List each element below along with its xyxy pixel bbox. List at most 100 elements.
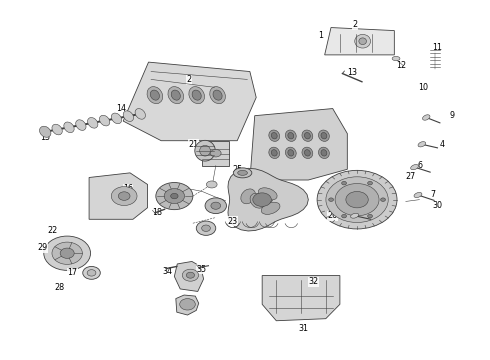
Text: 28: 28 <box>55 283 65 292</box>
Ellipse shape <box>288 150 294 156</box>
Ellipse shape <box>269 130 280 141</box>
Text: 24: 24 <box>208 204 219 213</box>
Circle shape <box>346 192 368 208</box>
Text: 19: 19 <box>198 225 209 234</box>
Ellipse shape <box>359 38 367 45</box>
Ellipse shape <box>261 202 280 215</box>
Circle shape <box>52 242 82 264</box>
Text: 11: 11 <box>433 43 442 52</box>
Ellipse shape <box>213 90 222 100</box>
Text: 30: 30 <box>433 201 442 210</box>
Ellipse shape <box>392 57 400 61</box>
Text: 23: 23 <box>228 217 238 226</box>
Polygon shape <box>123 62 256 141</box>
Ellipse shape <box>304 132 310 139</box>
Circle shape <box>317 170 397 229</box>
Ellipse shape <box>418 141 426 147</box>
Text: 31: 31 <box>298 324 309 333</box>
Ellipse shape <box>150 90 159 100</box>
Text: 4: 4 <box>440 140 445 149</box>
Ellipse shape <box>171 90 180 100</box>
Text: 27: 27 <box>406 172 416 181</box>
Ellipse shape <box>135 109 146 119</box>
Circle shape <box>326 177 388 222</box>
Circle shape <box>196 221 216 235</box>
Ellipse shape <box>210 87 225 104</box>
Ellipse shape <box>200 145 210 156</box>
Ellipse shape <box>241 189 255 204</box>
Ellipse shape <box>195 140 215 161</box>
Circle shape <box>118 192 130 201</box>
Circle shape <box>111 186 137 206</box>
Ellipse shape <box>123 111 134 121</box>
Circle shape <box>87 270 96 276</box>
Ellipse shape <box>422 115 430 120</box>
Text: 14: 14 <box>116 104 126 113</box>
Text: 33: 33 <box>181 299 192 308</box>
Circle shape <box>164 189 185 203</box>
Ellipse shape <box>233 168 252 178</box>
Ellipse shape <box>411 165 418 170</box>
Text: 26: 26 <box>328 211 338 220</box>
Ellipse shape <box>304 150 310 156</box>
Circle shape <box>211 202 220 209</box>
Ellipse shape <box>99 115 110 126</box>
Circle shape <box>335 184 379 216</box>
Ellipse shape <box>64 122 74 132</box>
Text: 13: 13 <box>347 68 357 77</box>
Circle shape <box>253 193 271 206</box>
Polygon shape <box>325 28 394 55</box>
Ellipse shape <box>321 132 327 139</box>
Circle shape <box>381 198 386 201</box>
Text: 35: 35 <box>196 265 206 274</box>
Ellipse shape <box>250 193 265 208</box>
Circle shape <box>182 269 198 281</box>
Ellipse shape <box>318 130 329 141</box>
Ellipse shape <box>252 194 272 205</box>
Circle shape <box>368 214 372 218</box>
Circle shape <box>180 298 196 310</box>
Circle shape <box>342 181 346 185</box>
Ellipse shape <box>271 150 277 156</box>
Text: 17: 17 <box>67 268 77 277</box>
Polygon shape <box>250 109 347 180</box>
Text: 18: 18 <box>152 208 162 217</box>
Ellipse shape <box>238 170 247 175</box>
Ellipse shape <box>321 150 327 156</box>
Text: 9: 9 <box>449 111 455 120</box>
Ellipse shape <box>288 132 294 139</box>
Ellipse shape <box>285 147 296 158</box>
Polygon shape <box>176 295 199 315</box>
Ellipse shape <box>192 90 201 100</box>
Circle shape <box>60 248 74 258</box>
Ellipse shape <box>189 87 204 104</box>
Ellipse shape <box>111 113 122 124</box>
Ellipse shape <box>88 117 98 128</box>
Text: 5: 5 <box>359 211 365 220</box>
Ellipse shape <box>42 128 49 136</box>
Text: 16: 16 <box>123 184 133 193</box>
Circle shape <box>205 198 226 213</box>
Circle shape <box>329 198 334 201</box>
Polygon shape <box>89 173 147 219</box>
Ellipse shape <box>52 124 62 135</box>
Ellipse shape <box>302 130 313 141</box>
Ellipse shape <box>355 35 370 48</box>
Text: 25: 25 <box>233 165 243 174</box>
Ellipse shape <box>168 87 184 104</box>
Ellipse shape <box>206 181 217 188</box>
Ellipse shape <box>210 149 221 157</box>
Text: 34: 34 <box>162 267 172 276</box>
Ellipse shape <box>75 120 86 130</box>
Text: 2: 2 <box>186 76 192 85</box>
Text: 15: 15 <box>40 132 50 141</box>
Ellipse shape <box>285 130 296 141</box>
Ellipse shape <box>258 188 277 200</box>
Polygon shape <box>228 168 308 231</box>
Text: 29: 29 <box>38 243 48 252</box>
Polygon shape <box>262 275 340 321</box>
Ellipse shape <box>414 193 422 198</box>
Ellipse shape <box>318 147 329 158</box>
Text: 7: 7 <box>430 190 435 199</box>
Ellipse shape <box>271 132 277 139</box>
